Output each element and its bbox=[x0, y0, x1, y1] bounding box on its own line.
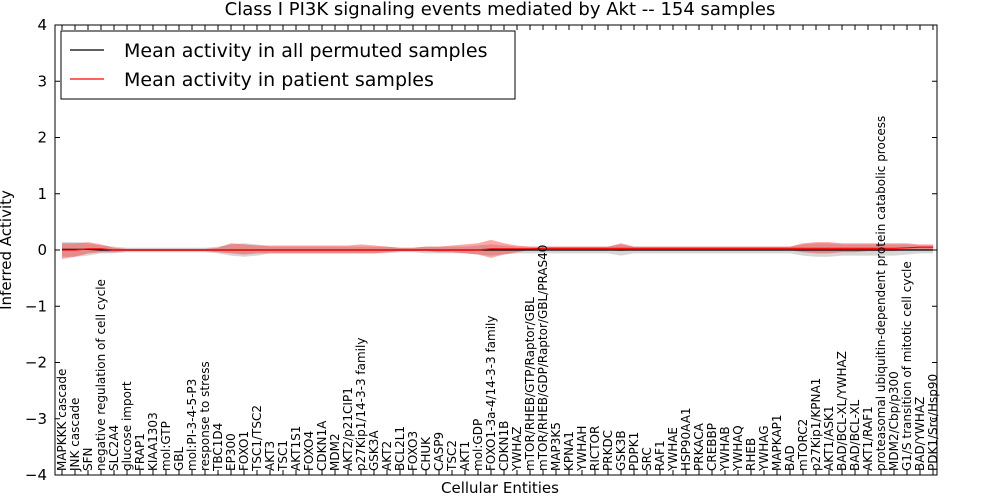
x-category-label: AKT2/p21CIP1 bbox=[341, 387, 355, 471]
y-tick-label: −2 bbox=[25, 354, 47, 372]
x-category-label: JNK cascade bbox=[68, 398, 82, 472]
x-category-label: BAD/BCL-XL bbox=[848, 399, 862, 471]
x-category-label: AKT2 bbox=[380, 441, 394, 471]
x-category-label: mTOR/RHEB/GDP/Raptor/GBL/PRAS40 bbox=[536, 245, 550, 471]
patient-mean-line bbox=[62, 246, 933, 251]
x-category-label: AKT1/RAF1 bbox=[861, 406, 875, 471]
y-tick-label: 3 bbox=[37, 72, 47, 90]
x-category-label: CDKN1A bbox=[315, 420, 329, 471]
x-category-label: mTOR/RHEB/GTP/Raptor/GBL bbox=[523, 297, 537, 471]
x-category-label: FRAP1 bbox=[133, 433, 147, 471]
x-category-label: MDM2/Cbp/p300 bbox=[887, 371, 901, 471]
y-tick-label: 1 bbox=[37, 185, 47, 203]
x-category-label: YWHAB bbox=[718, 426, 732, 472]
x-category-label: HSP90AA1 bbox=[679, 407, 693, 471]
y-tick-label: 0 bbox=[37, 241, 47, 259]
x-category-label: p27Kip1/14-3-3 family bbox=[354, 338, 368, 471]
x-category-label: SLC2A4 bbox=[107, 425, 121, 471]
y-tick-label: 2 bbox=[37, 129, 47, 147]
x-axis: MAPKKK cascade JNK cascade SFN negative reg… bbox=[55, 25, 940, 475]
x-category-label: MAP3K5 bbox=[549, 422, 563, 471]
x-category-label: RICTOR bbox=[588, 426, 602, 471]
legend-label-patient: Mean activity in patient samples bbox=[124, 69, 434, 91]
x-category-label: response to stress bbox=[198, 361, 212, 471]
x-category-label: KPNA1 bbox=[562, 431, 576, 471]
x-category-label: mol:GDP bbox=[471, 419, 485, 471]
x-category-label: MDM2 bbox=[328, 433, 342, 471]
y-axis: −4 −3 −2 −1 0 1 2 3 4 bbox=[25, 16, 937, 484]
x-category-label: AKT1S1 bbox=[289, 426, 303, 471]
x-category-label: MAPKKK cascade bbox=[55, 369, 69, 471]
x-category-label: RAF1 bbox=[653, 440, 667, 471]
x-category-label: FOXO4 bbox=[302, 431, 316, 471]
x-category-label: FOXO1 bbox=[237, 431, 251, 471]
x-category-label: MAPKAP1 bbox=[770, 414, 784, 471]
x-category-label: PDPK1 bbox=[627, 432, 641, 471]
x-category-label: EP300 bbox=[224, 433, 238, 471]
x-category-label: YWHAE bbox=[666, 427, 680, 472]
x-category-label: PDK1/Src/Hsp90 bbox=[926, 374, 940, 471]
x-category-label: PRKDC bbox=[601, 430, 615, 471]
x-category-label: BAD/BCL-XL/YWHAZ bbox=[835, 351, 849, 471]
legend: Mean activity in all permuted samples Me… bbox=[60, 30, 516, 100]
y-tick-label: −3 bbox=[25, 410, 47, 428]
x-category-label: BAD bbox=[783, 445, 797, 471]
y-tick-label: −4 bbox=[25, 466, 47, 484]
x-category-label: CASP9 bbox=[432, 432, 446, 471]
x-category-label: BCL2L1 bbox=[393, 426, 407, 471]
x-category-label: CDKN1B bbox=[497, 421, 511, 471]
x-category-label: FOXO1-3a-4/14-3-3 family bbox=[484, 316, 498, 472]
x-category-label: mol:PI-3-4-5-P3 bbox=[185, 379, 199, 471]
x-category-label: G1/S transition of mitotic cell cycle bbox=[900, 261, 914, 471]
x-category-label: CHUK bbox=[419, 436, 433, 471]
x-category-label: GSK3A bbox=[367, 430, 381, 471]
x-category-label: CREBBP bbox=[705, 423, 719, 471]
legend-label-permuted: Mean activity in all permuted samples bbox=[124, 40, 487, 62]
series-lines bbox=[62, 246, 933, 251]
x-category-label: SRC bbox=[640, 447, 654, 471]
x-category-label: AKT3 bbox=[263, 441, 277, 471]
x-category-label: proteasomal ubiquitin-dependent protein … bbox=[874, 116, 888, 471]
x-category-label: TSC1 bbox=[276, 440, 290, 472]
y-tick-label: −1 bbox=[25, 297, 47, 315]
x-category-label: AKT1/ASK1 bbox=[822, 406, 836, 471]
x-category-label: KIAA1303 bbox=[146, 412, 160, 471]
x-category-label: YWHAQ bbox=[731, 425, 745, 472]
x-category-label: PRKACA bbox=[692, 422, 706, 471]
x-category-label: YWHAZ bbox=[510, 426, 524, 472]
legend-box bbox=[60, 30, 516, 100]
x-category-label: p27Kip1/KPNA1 bbox=[809, 378, 823, 471]
x-category-label: TSC2 bbox=[445, 440, 459, 472]
x-category-label: negative regulation of cell cycle bbox=[94, 279, 108, 471]
x-category-label: TBC1D4 bbox=[211, 423, 225, 472]
x-category-label: mTORC2 bbox=[796, 419, 810, 471]
x-category-label: AKT1 bbox=[458, 441, 472, 471]
x-category-label: GBL bbox=[172, 446, 186, 471]
x-category-label: glucose import bbox=[120, 381, 134, 471]
x-category-label: YWHAG bbox=[757, 425, 771, 472]
x-category-label: BAD/YWHAZ bbox=[913, 397, 927, 471]
x-category-label: TSC1/TSC2 bbox=[250, 405, 264, 472]
x-category-label: mol:GTP bbox=[159, 421, 173, 471]
x-category-label: FOXO3 bbox=[406, 431, 420, 471]
chart-title: Class I PI3K signaling events mediated b… bbox=[225, 0, 776, 20]
x-category-label: RHEB bbox=[744, 438, 758, 471]
x-axis-title: Cellular Entities bbox=[441, 479, 559, 497]
x-category-label: SFN bbox=[81, 448, 95, 472]
y-tick-label: 4 bbox=[37, 16, 47, 34]
y-axis-title: Inferred Activity bbox=[0, 190, 15, 310]
x-category-label: GSK3B bbox=[614, 430, 628, 471]
x-category-label: YWHAH bbox=[575, 426, 589, 472]
